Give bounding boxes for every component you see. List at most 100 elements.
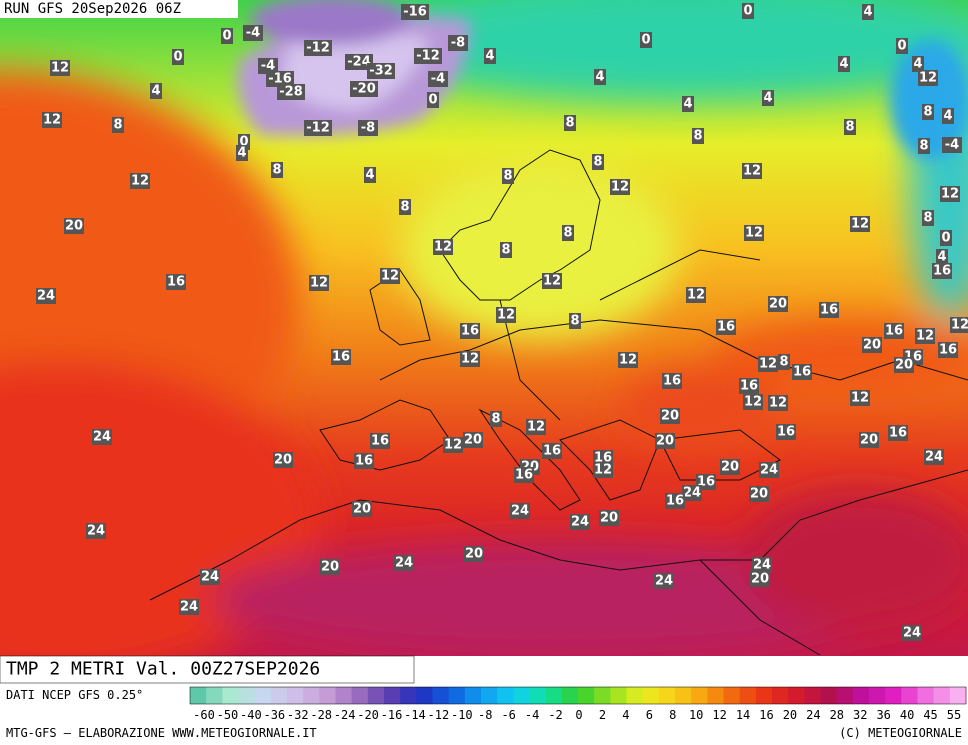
temperature-label: 12 (916, 329, 934, 344)
colorbar-swatch (561, 687, 579, 704)
label-box (484, 48, 496, 64)
label-box (463, 432, 483, 448)
label-box (150, 83, 162, 99)
temperature-label: 12 (611, 180, 629, 195)
colorbar-swatch (852, 687, 870, 704)
colorbar-tick-label: 32 (853, 708, 867, 722)
label-box (682, 485, 702, 501)
label-box (50, 60, 70, 76)
colorbar-swatch (594, 687, 611, 704)
label-box (394, 555, 414, 571)
label-box (884, 323, 904, 339)
colorbar-tick-label: -24 (334, 708, 356, 722)
temperature-label: -8 (451, 36, 465, 51)
colorbar-swatch (432, 687, 450, 704)
temperature-label: 20 (353, 502, 371, 517)
label-box (682, 96, 694, 112)
label-box (112, 117, 124, 133)
label-box (258, 58, 278, 74)
colorbar-swatch (270, 687, 288, 704)
colorbar-tick-label: 20 (783, 708, 797, 722)
label-box (542, 273, 562, 289)
temperature-label: 20 (465, 547, 483, 562)
temperature-label: 16 (515, 468, 533, 483)
label-box (166, 274, 186, 290)
temperature-label: 24 (180, 600, 198, 615)
label-box (692, 128, 704, 144)
temperature-label: 12 (769, 396, 787, 411)
temperature-label: 16 (332, 350, 350, 365)
temperature-label: 8 (570, 314, 579, 329)
temperature-label: -20 (352, 82, 376, 97)
label-box (942, 137, 962, 153)
temperature-label: 12 (51, 61, 69, 76)
temperature-label: 20 (65, 219, 83, 234)
label-box (749, 486, 769, 502)
colorbar-tick-label: -10 (451, 708, 473, 722)
colorbar-swatch (222, 687, 239, 704)
label-box (243, 25, 263, 41)
temperature-label: 0 (941, 231, 950, 246)
colorbar-swatch (319, 687, 336, 704)
temperature-label: 20 (274, 453, 292, 468)
colorbar-tick-label: -12 (428, 708, 450, 722)
label-box (912, 56, 924, 72)
label-box (776, 424, 796, 440)
colorbar-tick-label: -36 (263, 708, 285, 722)
colorbar-tick-label: -32 (287, 708, 309, 722)
temperature-label: 4 (365, 168, 374, 183)
temperature-label: 20 (863, 338, 881, 353)
temperature-label: 12 (527, 420, 545, 435)
temperature-label: 8 (845, 120, 854, 135)
label-box (742, 163, 762, 179)
temperature-label: 20 (860, 433, 878, 448)
label-box (510, 503, 530, 519)
label-box (739, 378, 759, 394)
temperature-label: 20 (751, 572, 769, 587)
colorbar-swatch (836, 687, 854, 704)
label-box (443, 437, 463, 453)
label-box (924, 449, 944, 465)
colorbar-tick-label: 4 (622, 708, 629, 722)
colorbar-tick-label: 8 (669, 708, 676, 722)
label-box (172, 49, 184, 65)
label-box (850, 390, 870, 406)
temperature-label: -32 (369, 64, 393, 79)
colorbar-tick-label: 16 (759, 708, 773, 722)
colorbar-frame (189, 686, 967, 705)
colorbar-swatch (804, 687, 821, 704)
label-box (862, 4, 874, 20)
colorbar-swatch (658, 687, 676, 704)
copyright-text: (C) METEOGIORNALE (839, 726, 962, 740)
colorbar-swatch (254, 687, 272, 704)
temperature-label: 4 (863, 5, 872, 20)
label-box (660, 408, 680, 424)
label-box (850, 216, 870, 232)
label-box (130, 173, 150, 189)
temperature-label: -24 (347, 55, 371, 70)
label-box (742, 3, 754, 19)
colorbar-swatch (901, 687, 918, 704)
label-box (490, 411, 502, 427)
colorbar-swatch (772, 687, 789, 704)
label-box (500, 242, 512, 258)
label-box (570, 514, 590, 530)
label-box (266, 71, 294, 87)
label-box (514, 467, 534, 483)
label-box (640, 32, 652, 48)
label-box (464, 546, 484, 562)
temperature-label: -16 (268, 72, 292, 87)
label-box (859, 432, 879, 448)
temperature-label: 24 (87, 524, 105, 539)
label-box (744, 225, 764, 241)
label-box (918, 70, 938, 86)
temperature-label: 8 (919, 139, 928, 154)
label-box (364, 167, 376, 183)
label-box (399, 199, 411, 215)
colorbar-swatch (287, 687, 304, 704)
label-box (460, 351, 480, 367)
temperature-label: -4 (945, 138, 959, 153)
label-box (862, 337, 882, 353)
